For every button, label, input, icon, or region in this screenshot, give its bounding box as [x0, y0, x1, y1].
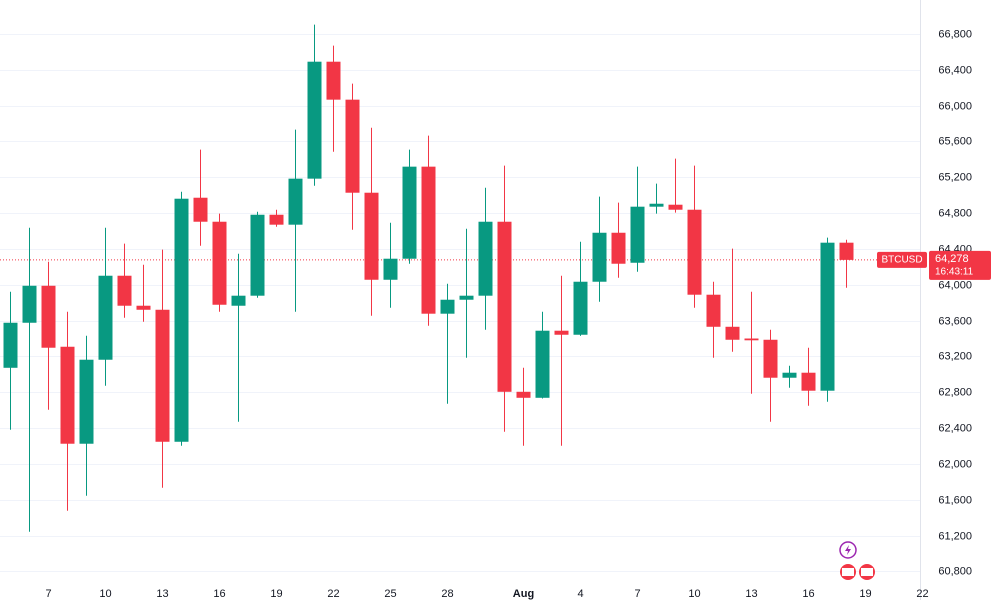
x-tick-label: 22: [916, 588, 928, 600]
x-tick-label: 10: [99, 588, 111, 600]
candle-body: [421, 166, 436, 314]
symbol-tag: [877, 251, 927, 268]
candle-body: [668, 204, 683, 210]
y-tick-label: 64,000: [938, 279, 972, 291]
candle-body: [60, 346, 75, 444]
y-tick-label: 66,400: [938, 64, 972, 76]
y-tick-label: 65,200: [938, 171, 972, 183]
candle-body: [307, 61, 322, 179]
candle-body: [725, 326, 740, 340]
event-icons: [839, 541, 875, 580]
candle-body: [611, 232, 626, 264]
price-tag: [929, 250, 991, 280]
countdown-label: 16:43:11: [935, 267, 974, 278]
x-tick-label: Aug: [513, 588, 534, 600]
candle-body: [212, 221, 227, 305]
y-tick-label: 60,800: [938, 565, 972, 577]
candle-body: [250, 214, 265, 296]
y-tick-label: 63,200: [938, 350, 972, 362]
candle-body: [820, 242, 835, 391]
candle-body: [3, 322, 18, 368]
x-tick-label: 10: [688, 588, 700, 600]
grid: [0, 34, 920, 572]
candle-body: [630, 206, 645, 263]
x-tick-label: 16: [802, 588, 814, 600]
x-tick-label: 13: [745, 588, 757, 600]
candle-body: [592, 232, 607, 282]
candle-body: [687, 209, 702, 295]
flag-glyph: [861, 568, 873, 576]
candle-body: [364, 192, 379, 280]
y-tick-label: 63,600: [938, 315, 972, 327]
candle-body: [155, 309, 170, 442]
candle-body: [573, 281, 588, 335]
candle-body: [440, 299, 455, 314]
candle-body: [231, 295, 246, 306]
y-tick-label: 62,000: [938, 458, 972, 470]
x-tick-label: 28: [441, 588, 453, 600]
x-tick-label: 19: [859, 588, 871, 600]
flag-glyph: [842, 568, 854, 576]
y-tick-label: 66,800: [938, 28, 972, 40]
y-tick-label: 64,800: [938, 207, 972, 219]
candle-body: [269, 214, 284, 225]
last-price-label: 64,278: [935, 253, 969, 265]
last-price-tag: BTCUSD 64,278 16:43:11: [877, 250, 991, 280]
candles: [3, 24, 854, 532]
symbol-label: BTCUSD: [881, 255, 922, 266]
x-tick-label: 7: [45, 588, 51, 600]
candle-body: [345, 99, 360, 193]
candle-body: [41, 285, 56, 348]
candle-body: [649, 203, 664, 207]
candle-body: [478, 221, 493, 296]
candle-body: [174, 198, 189, 442]
y-tick-label: 61,200: [938, 530, 972, 542]
y-tick-label: 61,600: [938, 494, 972, 506]
candle-body: [402, 166, 417, 259]
candle-body: [383, 258, 398, 280]
candle-body: [782, 372, 797, 378]
candle-body: [117, 275, 132, 306]
candle-body: [497, 221, 512, 392]
y-tick-label: 65,600: [938, 135, 972, 147]
x-tick-label: 13: [156, 588, 168, 600]
candle-body: [79, 359, 94, 444]
x-tick-label: 25: [384, 588, 396, 600]
candle-body: [744, 338, 759, 341]
candle-body: [706, 294, 721, 327]
candle-body: [839, 242, 854, 260]
candle-body: [136, 305, 151, 310]
x-tick-label: 19: [270, 588, 282, 600]
x-tick-label: 7: [634, 588, 640, 600]
candle-body: [516, 391, 531, 398]
candle-body: [288, 178, 303, 225]
candle-body: [554, 330, 569, 335]
x-tick-label: 22: [327, 588, 339, 600]
candle-body: [459, 295, 474, 300]
event-icon-glyph: [845, 545, 851, 555]
x-tick-label: 4: [577, 588, 583, 600]
candle-body: [98, 275, 113, 360]
y-tick-label: 66,000: [938, 100, 972, 112]
candle-body: [535, 330, 550, 398]
y-tick-label: 62,800: [938, 386, 972, 398]
y-tick-label: 62,400: [938, 422, 972, 434]
candle-body: [22, 285, 37, 323]
candle-body: [763, 339, 778, 378]
candle-body: [193, 197, 208, 222]
candle-body: [801, 372, 816, 391]
x-tick-label: 16: [213, 588, 225, 600]
candle-body: [326, 61, 341, 100]
